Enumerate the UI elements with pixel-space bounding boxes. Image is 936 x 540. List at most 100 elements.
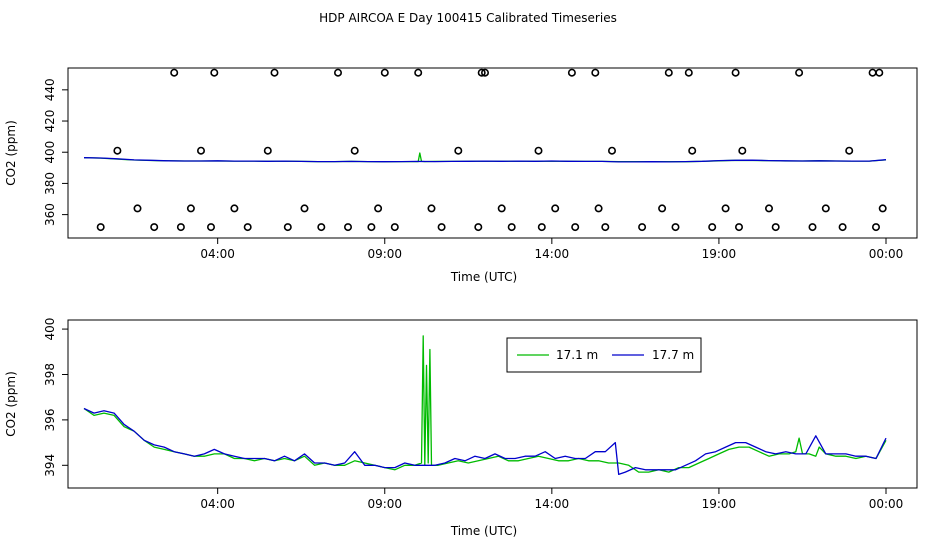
top-x-tick-label: 19:00 bbox=[702, 247, 737, 261]
top-y-tick-label: 360 bbox=[43, 203, 57, 226]
top-data-point bbox=[350, 146, 359, 155]
top-data-point bbox=[343, 223, 352, 232]
top-scatter-points bbox=[96, 68, 887, 232]
top-data-point bbox=[875, 68, 884, 77]
bottom-panel: Time (UTC) CO2 (ppm) 04:00 09:00 14:00 19:0… bbox=[4, 318, 918, 538]
bottom-y-ticks: 394 396 398 400 bbox=[43, 318, 68, 477]
bottom-x-tick-label: 19:00 bbox=[702, 497, 737, 511]
bottom-series-line-blue bbox=[83, 407, 887, 476]
top-data-point bbox=[808, 223, 817, 232]
top-data-point bbox=[210, 68, 219, 77]
bottom-x-axis-label: Time (UTC) bbox=[450, 524, 517, 538]
top-data-point bbox=[186, 204, 195, 213]
top-data-point bbox=[427, 204, 436, 213]
top-data-point bbox=[243, 223, 252, 232]
top-data-point bbox=[480, 68, 489, 77]
top-data-point bbox=[380, 68, 389, 77]
top-y-tick-label: 420 bbox=[43, 110, 57, 133]
top-plot-frame bbox=[67, 67, 918, 239]
top-data-point bbox=[664, 68, 673, 77]
bottom-y-tick-label: 400 bbox=[43, 318, 57, 341]
bottom-y-axis-label: CO2 (ppm) bbox=[4, 371, 18, 437]
bottom-x-tick-label: 00:00 bbox=[869, 497, 904, 511]
chart-title: HDP AIRCOA E Day 100415 Calibrated Times… bbox=[319, 11, 617, 25]
top-x-tick-label: 04:00 bbox=[200, 247, 235, 261]
top-x-tick-label: 00:00 bbox=[869, 247, 904, 261]
top-data-point bbox=[688, 146, 697, 155]
top-data-point bbox=[571, 223, 580, 232]
top-data-point bbox=[270, 68, 279, 77]
bottom-x-tick-label: 14:00 bbox=[535, 497, 570, 511]
top-series-lines bbox=[83, 152, 887, 163]
top-data-point bbox=[551, 204, 560, 213]
bottom-y-tick-label: 396 bbox=[43, 408, 57, 431]
top-data-point bbox=[230, 204, 239, 213]
legend-label-17-7m: 17.7 m bbox=[652, 348, 694, 362]
top-data-point bbox=[113, 146, 122, 155]
top-data-point bbox=[96, 223, 105, 232]
top-data-point bbox=[207, 223, 216, 232]
top-y-ticks: 360 380 400 420 440 bbox=[43, 78, 68, 226]
top-data-point bbox=[507, 223, 516, 232]
top-data-point bbox=[300, 204, 309, 213]
top-data-point bbox=[871, 223, 880, 232]
top-data-point bbox=[764, 204, 773, 213]
legend-label-17-1m: 17.1 m bbox=[556, 348, 598, 362]
top-data-point bbox=[497, 204, 506, 213]
top-data-point bbox=[317, 223, 326, 232]
bottom-series-lines bbox=[83, 335, 887, 476]
bottom-x-tick-label: 09:00 bbox=[367, 497, 402, 511]
top-data-point bbox=[474, 223, 483, 232]
top-data-point bbox=[534, 146, 543, 155]
bottom-x-tick-label: 04:00 bbox=[200, 497, 235, 511]
top-data-point bbox=[150, 223, 159, 232]
top-data-point bbox=[477, 68, 486, 77]
top-x-ticks: 04:00 09:00 14:00 19:00 00:00 bbox=[200, 238, 903, 261]
top-data-point bbox=[771, 223, 780, 232]
bottom-series-line-green bbox=[83, 335, 887, 473]
top-data-point bbox=[567, 68, 576, 77]
top-data-point bbox=[845, 146, 854, 155]
top-data-point bbox=[671, 223, 680, 232]
top-data-point bbox=[133, 204, 142, 213]
top-panel: Time (UTC) CO2 (ppm) 04:00 09:00 14:00 19:0… bbox=[4, 67, 918, 284]
top-data-point bbox=[607, 146, 616, 155]
top-data-point bbox=[708, 223, 717, 232]
top-data-point bbox=[868, 68, 877, 77]
top-data-point bbox=[437, 223, 446, 232]
top-data-point bbox=[594, 204, 603, 213]
top-data-point bbox=[263, 146, 272, 155]
top-data-point bbox=[537, 223, 546, 232]
top-data-point bbox=[838, 223, 847, 232]
top-data-point bbox=[795, 68, 804, 77]
top-data-point bbox=[176, 223, 185, 232]
top-y-tick-label: 400 bbox=[43, 141, 57, 164]
top-data-point bbox=[638, 223, 647, 232]
bottom-y-tick-label: 398 bbox=[43, 363, 57, 386]
top-data-point bbox=[390, 223, 399, 232]
bottom-plot-frame bbox=[67, 319, 918, 489]
top-data-point bbox=[414, 68, 423, 77]
top-y-axis-label: CO2 (ppm) bbox=[4, 120, 18, 186]
top-data-point bbox=[738, 146, 747, 155]
top-x-axis-label: Time (UTC) bbox=[450, 270, 517, 284]
top-data-point bbox=[601, 223, 610, 232]
bottom-x-ticks: 04:00 09:00 14:00 19:00 00:00 bbox=[200, 488, 903, 511]
top-data-point bbox=[374, 204, 383, 213]
top-data-point bbox=[170, 68, 179, 77]
top-data-point bbox=[734, 223, 743, 232]
top-x-tick-label: 14:00 bbox=[535, 247, 570, 261]
legend: 17.1 m 17.7 m bbox=[506, 337, 702, 373]
top-data-point bbox=[333, 68, 342, 77]
top-data-point bbox=[731, 68, 740, 77]
bottom-y-tick-label: 394 bbox=[43, 454, 57, 477]
top-x-tick-label: 09:00 bbox=[367, 247, 402, 261]
top-data-point bbox=[721, 204, 730, 213]
top-data-point bbox=[878, 204, 887, 213]
top-data-point bbox=[454, 146, 463, 155]
top-data-point bbox=[367, 223, 376, 232]
top-data-point bbox=[658, 204, 667, 213]
top-data-point bbox=[821, 204, 830, 213]
top-data-point bbox=[684, 68, 693, 77]
